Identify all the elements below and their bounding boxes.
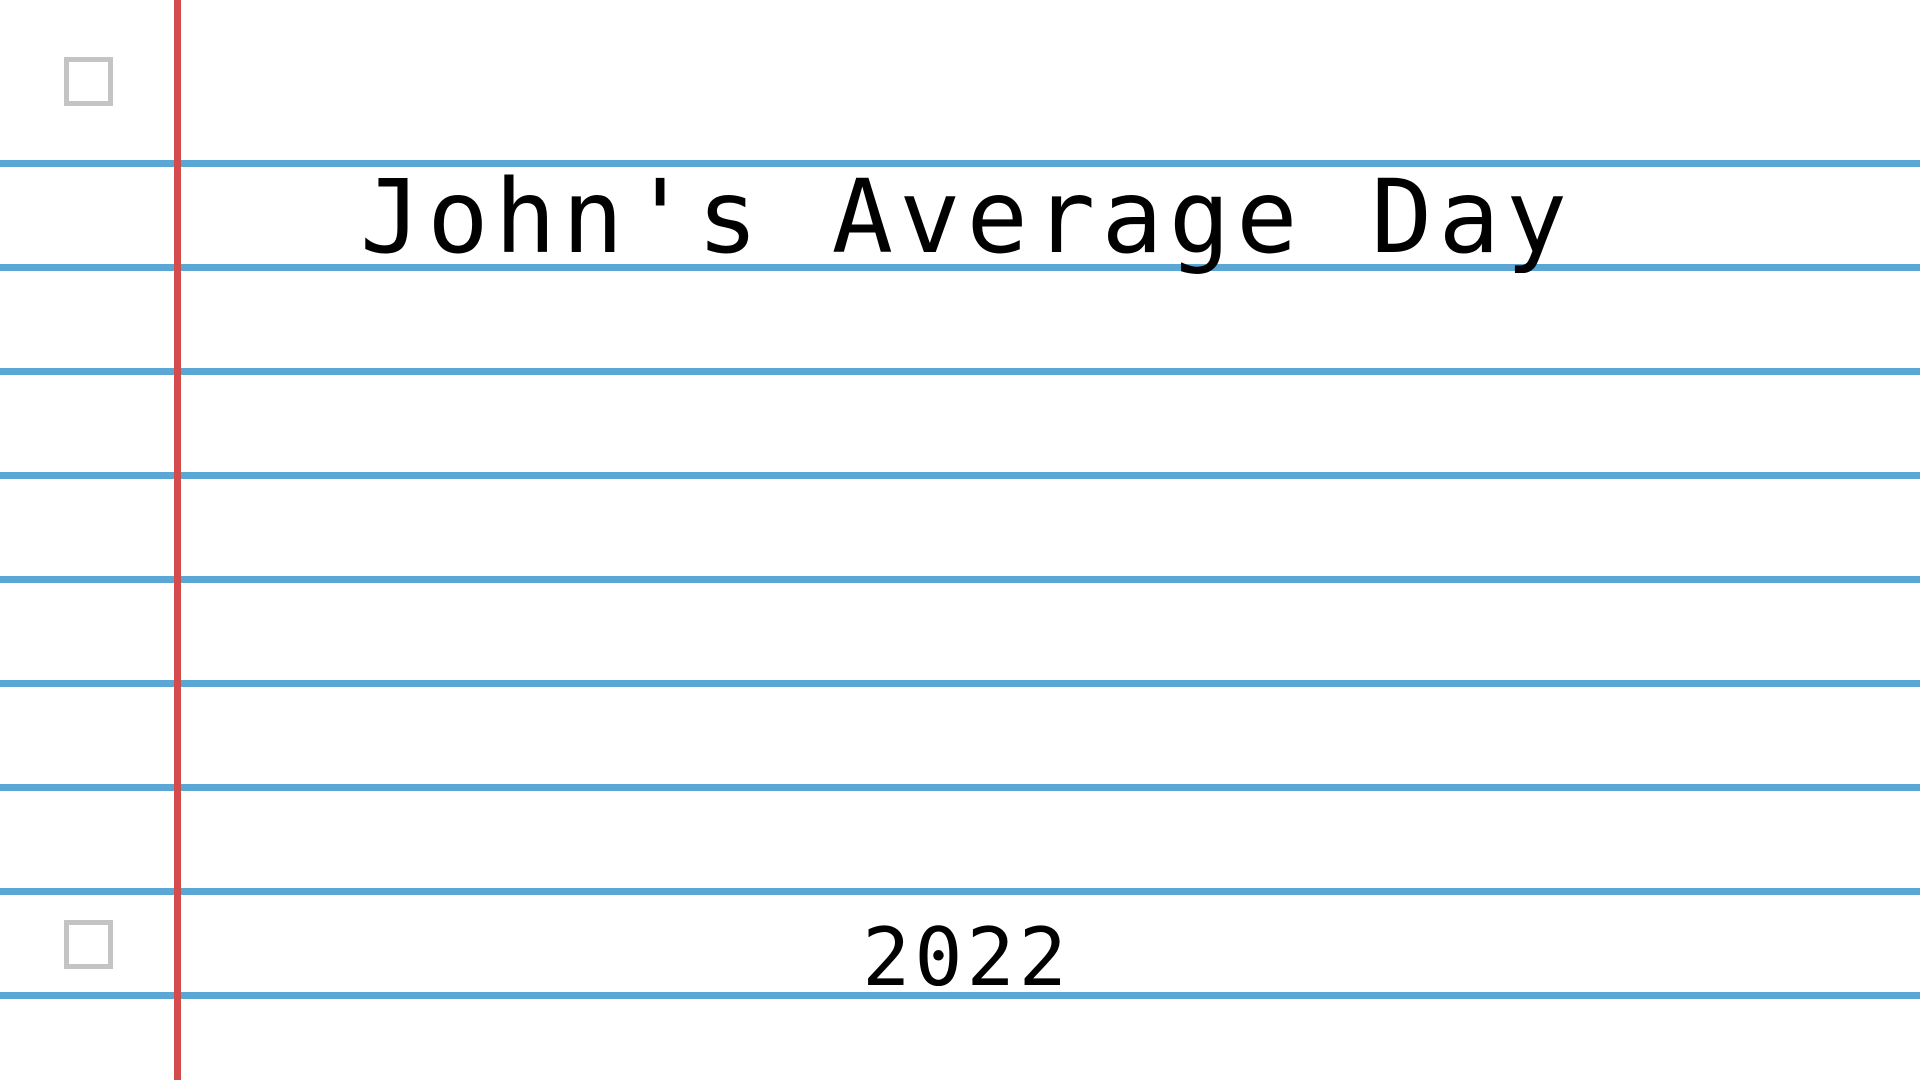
ruled-line [0,472,1920,479]
punch-hole-bottom [64,920,113,969]
punch-hole-top [64,57,113,106]
margin-line [174,0,181,1080]
ruled-line [0,160,1920,167]
year-label: 2022 [862,911,1071,1004]
ruled-line [0,888,1920,895]
ruled-line [0,264,1920,271]
ruled-line [0,680,1920,687]
ruled-line [0,576,1920,583]
ruled-line [0,992,1920,999]
page-title: John's Average Day [359,158,1574,277]
ruled-line [0,784,1920,791]
ruled-line [0,368,1920,375]
